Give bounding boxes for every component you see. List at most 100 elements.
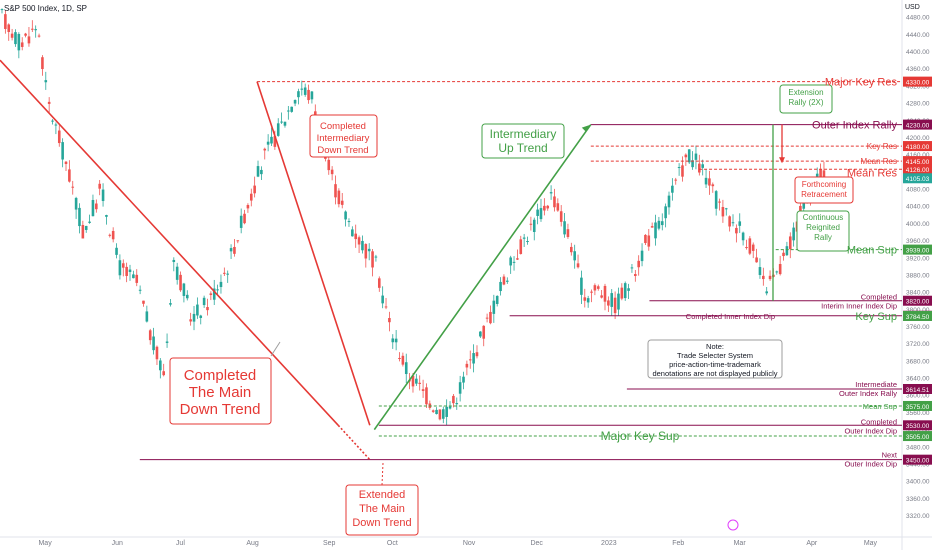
candle-body [246,205,250,209]
candle-body [182,283,186,296]
price-label-text: 4126.00 [906,167,930,174]
price-label-text: 3939.00 [906,247,930,254]
candle-body [472,353,475,364]
candle-body [536,209,539,216]
x-tick-label: Jul [176,540,185,547]
y-tick-label: 3360.00 [906,496,930,503]
x-tick-label: 2023 [601,540,617,547]
y-tick-label: 4200.00 [906,135,930,142]
price-label-tag [903,454,932,465]
candle-body [570,246,573,253]
candle-body [297,91,300,98]
candle-body [212,288,216,300]
candle-body [762,275,765,280]
candle-body [694,153,698,160]
candle-body [340,200,344,205]
y-tick-label: 3720.00 [906,341,930,348]
candle-body [613,297,617,314]
price-label-tag [903,156,932,167]
candle-body [361,240,364,251]
y-tick-label: 3600.00 [906,393,930,400]
candle-body [88,221,91,223]
candle-body [44,80,48,83]
y-tick-label: 4360.00 [906,66,930,73]
candle-body [384,306,388,308]
candle-body [398,357,401,360]
label-mean-sup-small: Mean Sup [863,402,897,411]
candle-body [111,230,115,240]
candle-body [199,315,203,318]
candle-body [307,89,310,101]
candle-body [421,389,425,391]
candle-body [172,259,176,263]
candle-body [590,291,593,293]
candle-body [687,149,691,163]
annotation-completed-intermediary: Intermediary [317,133,370,144]
price-label-text: 4105.03 [906,176,930,183]
candle-body [610,293,614,307]
candle-body [630,267,634,269]
label-mean-res: Mean Res [861,157,897,166]
price-label-text: 3505.00 [906,434,930,441]
candle-body [512,261,516,263]
y-tick-label: 4160.00 [906,152,930,159]
candle-body [731,222,735,224]
candle-body [388,318,391,323]
candle-body [755,257,758,263]
y-tick-label: 4480.00 [906,15,930,22]
annotation-extended-main: Extended [359,489,405,501]
candle-body [169,303,172,305]
candle-body [121,263,125,268]
candle-body [78,207,81,227]
annotation-completed-intermediary: Down Trend [317,145,368,156]
price-label-text: 3784.50 [906,314,930,321]
candle-body [64,161,68,165]
candle-body [334,184,337,198]
candle-body [519,239,523,254]
candle-body [778,264,782,275]
candle-body [647,235,651,247]
price-label-text: 4230.00 [906,122,930,129]
price-label-tag [903,76,932,87]
candle-body [748,238,752,254]
candle-body [71,186,75,188]
candle-body [41,57,44,70]
price-label-text: 4145.00 [906,159,930,166]
candle-body [357,237,361,245]
candle-body [179,274,182,291]
candle-body [128,269,132,273]
candle-body [566,229,570,237]
price-label-tag [903,310,932,321]
candle-body [313,111,317,116]
annotation-forthcoming-retracement: Retracement [801,190,848,199]
candle-body [815,173,819,178]
candle-body [768,275,772,280]
candle-body [640,250,644,262]
candle-body [479,331,482,337]
candle-body [202,297,206,306]
candle-body [681,165,684,177]
candle-body [684,154,688,158]
candle-body [724,208,728,210]
annotation-box [794,176,854,204]
arrow-head-up [581,124,591,132]
y-tick-label: 3680.00 [906,358,930,365]
candle-body [489,311,492,324]
price-label-tag [903,244,932,255]
candle-body [735,227,738,234]
candle-body [738,221,742,226]
candle-body [627,288,630,291]
candle-body [711,184,715,187]
candle-body [431,410,435,412]
candle-body [475,352,479,357]
candle-body [0,9,4,11]
candle-body [556,203,560,211]
annotation-extended-main: The Main [359,503,405,515]
price-label-tag [903,431,932,442]
candle-body [196,304,199,316]
label-completed-inner: Completed Inner Index Dip [686,312,775,321]
candle-body [704,177,708,185]
annotation-box [779,84,833,114]
trendline-intermediary-up [373,124,592,431]
